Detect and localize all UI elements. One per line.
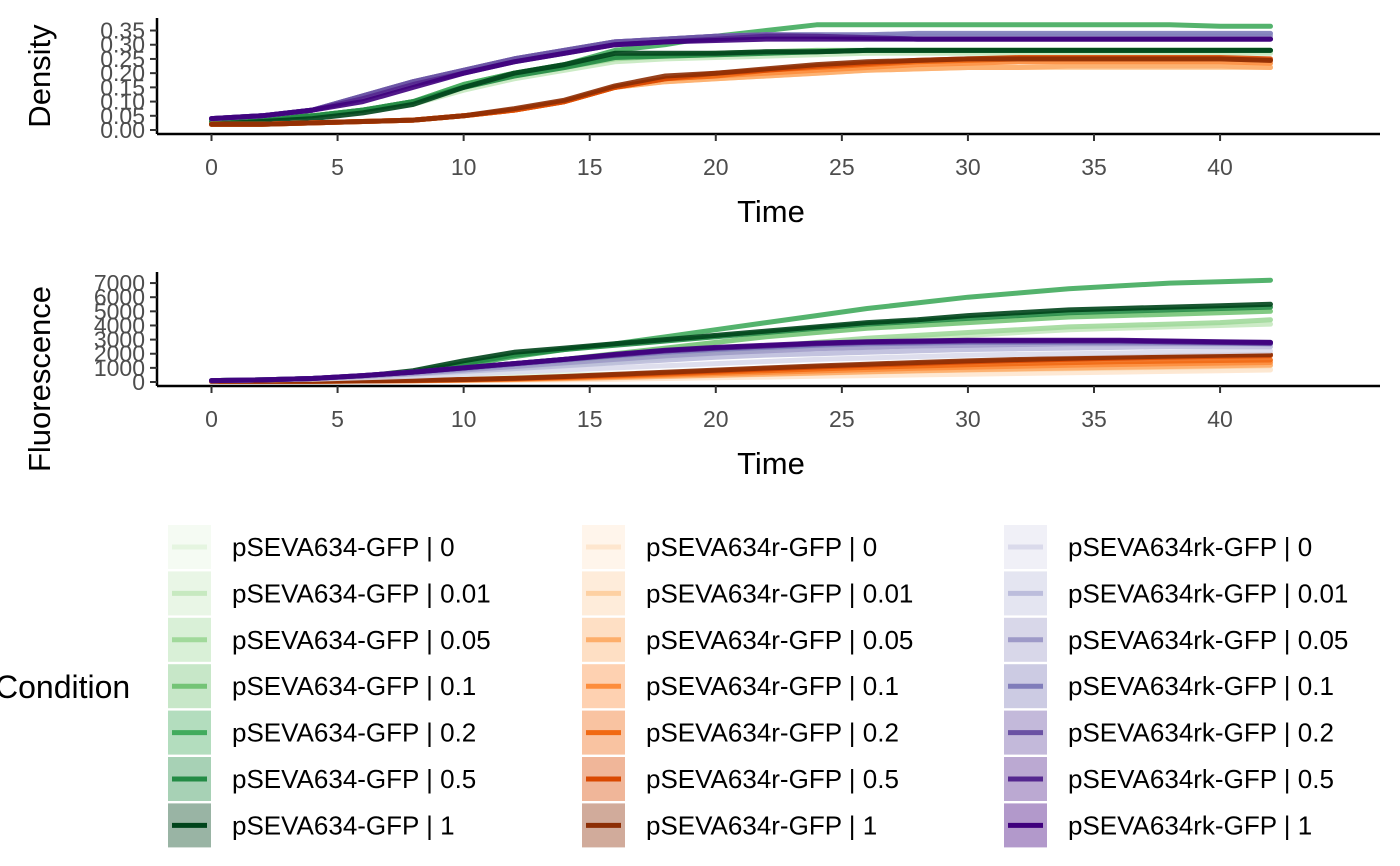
x-tick-label: 25 — [829, 154, 855, 180]
x-axis-title: Time — [737, 446, 805, 481]
x-axis-title: Time — [737, 194, 805, 229]
legend: Condition pSEVA634-GFP | 0 pSEVA634-GFP | … — [0, 525, 1348, 848]
legend-label: pSEVA634rk-GFP | 0.5 — [1068, 764, 1334, 794]
x-tick-label: 10 — [451, 154, 477, 180]
x-tick-label: 25 — [829, 406, 855, 432]
legend-label: pSEVA634-GFP | 0.1 — [232, 671, 476, 701]
y-tick-label: 0 — [132, 369, 145, 395]
legend-label: pSEVA634-GFP | 0.01 — [232, 578, 491, 608]
y-tick-label: 0.25 — [100, 46, 145, 72]
legend-label: pSEVA634r-GFP | 0.05 — [646, 625, 913, 655]
density-panel: 0 5 10 15 20 25 30 35 40 0.000.050.100.150.200.25… — [22, 18, 1380, 229]
y-tick-label: 0.00 — [100, 117, 145, 143]
legend-label: pSEVA634rk-GFP | 0.01 — [1068, 578, 1348, 608]
x-tick-label: 0 — [205, 154, 218, 180]
x-tick-label: 20 — [703, 406, 729, 432]
legend-label: pSEVA634-GFP | 0.05 — [232, 625, 491, 655]
x-tick-label: 0 — [205, 406, 218, 432]
fluorescence-panel: 0 5 10 15 20 25 30 35 40010002000300040005000600… — [22, 270, 1380, 481]
series-line — [209, 36, 1273, 122]
x-tick-label: 40 — [1207, 154, 1233, 180]
legend-label: pSEVA634r-GFP | 0.5 — [646, 764, 899, 794]
legend-label: pSEVA634-GFP | 0 — [232, 532, 455, 562]
legend-label: pSEVA634rk-GFP | 1 — [1068, 810, 1312, 840]
legend-label: pSEVA634r-GFP | 0.2 — [646, 718, 899, 748]
y-axis-title: Density — [22, 24, 57, 128]
legend-title: Condition — [0, 669, 130, 705]
legend-label: pSEVA634r-GFP | 0.01 — [646, 578, 913, 608]
legend-label: pSEVA634r-GFP | 0 — [646, 532, 877, 562]
x-tick-label: 15 — [577, 406, 603, 432]
legend-label: pSEVA634rk-GFP | 0.2 — [1068, 718, 1334, 748]
y-tick-label: 0.20 — [100, 60, 145, 86]
legend-label: pSEVA634-GFP | 1 — [232, 810, 455, 840]
y-tick-label: 0.15 — [100, 74, 145, 100]
y-axis-title: Fluorescence — [22, 286, 57, 472]
y-tick-label: 3000 — [94, 327, 145, 353]
y-tick-label: 2000 — [94, 341, 145, 367]
x-tick-label: 40 — [1207, 406, 1233, 432]
legend-label: pSEVA634r-GFP | 1 — [646, 810, 877, 840]
y-tick-label: 7000 — [94, 270, 145, 296]
legend-label: pSEVA634rk-GFP | 0 — [1068, 532, 1312, 562]
x-tick-label: 30 — [955, 406, 981, 432]
y-tick-label: 1000 — [94, 355, 145, 381]
legend-label: pSEVA634r-GFP | 0.1 — [646, 671, 899, 701]
y-tick-label: 0.10 — [100, 89, 145, 115]
legend-label: pSEVA634-GFP | 0.5 — [232, 764, 476, 794]
series-line — [209, 56, 1273, 127]
y-tick-label: 4000 — [94, 312, 145, 338]
legend-label: pSEVA634-GFP | 0.2 — [232, 718, 476, 748]
x-tick-label: 35 — [1081, 154, 1107, 180]
x-tick-label: 10 — [451, 406, 477, 432]
y-tick-label: 5000 — [94, 298, 145, 324]
x-tick-label: 5 — [331, 154, 344, 180]
y-tick-label: 0.35 — [100, 18, 145, 44]
legend-label: pSEVA634rk-GFP | 0.05 — [1068, 625, 1348, 655]
y-tick-label: 6000 — [94, 284, 145, 310]
series-line — [209, 337, 1273, 384]
x-tick-label: 5 — [331, 406, 344, 432]
y-tick-label: 0.05 — [100, 103, 145, 129]
series-line — [209, 352, 1273, 384]
y-tick-label: 0.30 — [100, 32, 145, 58]
x-tick-label: 35 — [1081, 406, 1107, 432]
x-tick-label: 20 — [703, 154, 729, 180]
x-tick-label: 15 — [577, 154, 603, 180]
legend-label: pSEVA634rk-GFP | 0.1 — [1068, 671, 1334, 701]
x-tick-label: 30 — [955, 154, 981, 180]
series-line — [209, 47, 1273, 127]
